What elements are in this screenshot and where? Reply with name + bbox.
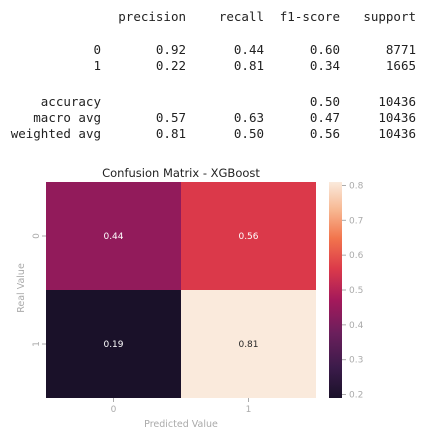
f1-value: 0.56 — [309, 126, 340, 141]
row-label: weighted avg — [10, 126, 101, 141]
cell-label: 0.19 — [103, 340, 123, 350]
f1-value: 0.47 — [309, 110, 340, 125]
colorbar-tick-label: 0.5 — [349, 286, 363, 296]
support-value: 10436 — [378, 94, 416, 109]
colorbar — [329, 182, 342, 398]
chart-title: Confusion Matrix - XGBoost — [102, 166, 260, 180]
f1-value: 0.60 — [309, 42, 340, 57]
colorbar-tick-label: 0.8 — [349, 181, 364, 191]
support-value: 8771 — [385, 42, 416, 57]
x-tick-label: 0 — [111, 405, 117, 415]
recall-value: 0.50 — [233, 126, 264, 141]
heatmap-cell — [181, 182, 316, 290]
y-tick-label: 1 — [32, 341, 42, 347]
header-f1-score: f1-score — [279, 9, 340, 24]
cell-label: 0.44 — [103, 232, 123, 242]
heatmap-cell — [46, 182, 181, 290]
f1-value: 0.34 — [309, 58, 340, 73]
precision-value: 0.22 — [155, 58, 186, 73]
colorbar-tick-label: 0.6 — [349, 251, 364, 261]
colorbar-tick-label: 0.2 — [349, 391, 363, 401]
row-label: accuracy — [40, 94, 101, 109]
header-support: support — [363, 9, 416, 24]
colorbar-ticks: 0.2 0.3 0.4 0.5 0.6 0.7 0.8 — [342, 181, 364, 401]
heatmap-cells: 0.44 0.56 0.19 0.81 — [46, 182, 316, 398]
colorbar-tick-label: 0.7 — [349, 216, 363, 226]
cell-label: 0.56 — [238, 232, 258, 242]
colorbar-tick-label: 0.4 — [349, 321, 364, 331]
support-value: 10436 — [378, 110, 416, 125]
row-label: macro avg — [33, 110, 101, 125]
x-tick-label: 1 — [246, 405, 252, 415]
header-recall: recall — [218, 9, 264, 24]
confusion-matrix-chart: Confusion Matrix - XGBoost 0.44 0.560.19 0… — [16, 166, 364, 430]
recall-value: 0.44 — [233, 42, 264, 57]
cell-label: 0.81 — [238, 340, 258, 350]
row-label: 0 — [93, 42, 101, 57]
y-tick-label: 0 — [32, 233, 42, 239]
y-axis-label: Real Value — [16, 263, 27, 313]
row-label: 1 — [93, 58, 101, 73]
support-value: 10436 — [378, 126, 416, 141]
axis-ticks: 0 1 0 1 — [32, 233, 251, 415]
support-value: 1665 — [385, 58, 416, 73]
recall-value: 0.81 — [233, 58, 264, 73]
classification-report: precision recall f1-score support 0 0.92… — [0, 0, 439, 150]
heatmap-cell — [46, 290, 181, 398]
colorbar-tick-label: 0.3 — [349, 356, 363, 366]
precision-value: 0.92 — [155, 42, 186, 57]
precision-value: 0.57 — [155, 110, 186, 125]
x-axis-label: Predicted Value — [144, 419, 218, 430]
heatmap-cell — [181, 290, 316, 398]
header-precision: precision — [118, 9, 186, 24]
recall-value: 0.63 — [233, 110, 264, 125]
f1-value: 0.50 — [309, 94, 340, 109]
precision-value: 0.81 — [155, 126, 186, 141]
